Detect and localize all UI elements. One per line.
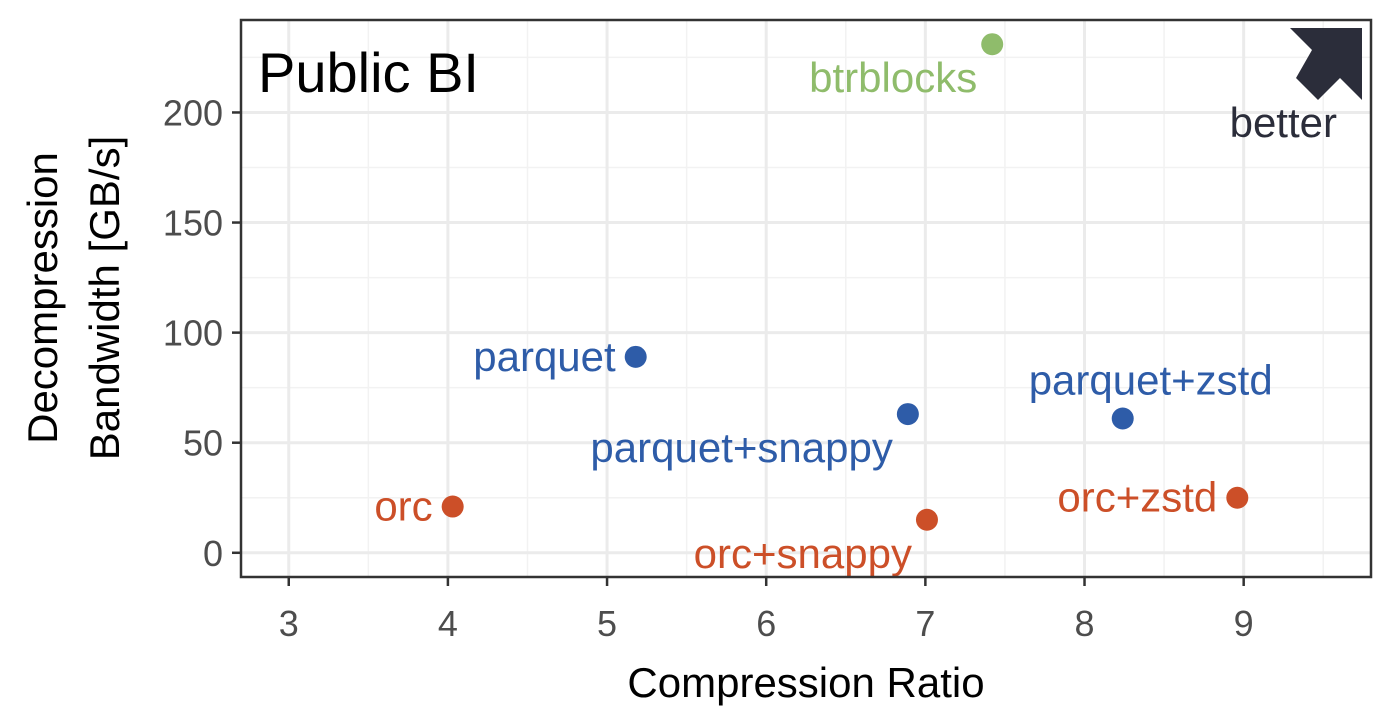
x-tick-label: 9 bbox=[1234, 603, 1254, 644]
x-tick-label: 4 bbox=[438, 603, 458, 644]
y-tick-label: 100 bbox=[163, 313, 223, 354]
y-axis-title: Decompression Bandwidth [GB/s] bbox=[19, 136, 128, 461]
label-parquet-snappy: parquet+snappy bbox=[590, 424, 892, 471]
x-tick-label: 3 bbox=[279, 603, 299, 644]
label-orc-snappy: orc+snappy bbox=[694, 530, 912, 577]
x-axis-title: Compression Ratio bbox=[627, 659, 984, 706]
y-tick-label: 50 bbox=[183, 423, 223, 464]
x-tick-label: 8 bbox=[1075, 603, 1095, 644]
label-orc-zstd: orc+zstd bbox=[1057, 474, 1217, 521]
point-orc bbox=[441, 495, 464, 518]
y-tick-label: 200 bbox=[163, 92, 223, 133]
x-tick-label: 5 bbox=[597, 603, 617, 644]
label-parquet: parquet bbox=[473, 333, 616, 380]
better-annotation: better bbox=[1230, 28, 1362, 146]
plot-panel-border bbox=[239, 18, 1373, 579]
point-parquet-zstd bbox=[1111, 407, 1134, 430]
point-orc-zstd bbox=[1226, 486, 1249, 509]
point-orc-snappy bbox=[915, 508, 938, 531]
arrow-up-right-icon bbox=[1290, 28, 1362, 100]
major-grid bbox=[241, 20, 1371, 577]
point-parquet bbox=[624, 345, 647, 368]
y-axis: 0 50 100 150 200 bbox=[163, 92, 241, 574]
y-axis-title-line-1: Decompression bbox=[19, 152, 66, 444]
x-axis: 3 4 5 6 7 8 9 bbox=[279, 577, 1254, 644]
data-points bbox=[441, 33, 1249, 531]
point-btrblocks bbox=[981, 33, 1004, 56]
y-tick-label: 150 bbox=[163, 203, 223, 244]
point-parquet-snappy bbox=[896, 403, 919, 426]
label-btrblocks: btrblocks bbox=[809, 54, 977, 101]
y-axis-title-line-2: Bandwidth [GB/s] bbox=[81, 136, 128, 461]
x-tick-label: 7 bbox=[915, 603, 935, 644]
label-orc: orc bbox=[374, 483, 432, 530]
label-parquet-zstd: parquet+zstd bbox=[1029, 356, 1273, 403]
point-labels: btrblocks parquet parquet+snappy parquet+zs… bbox=[374, 54, 1272, 577]
chart-title: Public BI bbox=[258, 41, 479, 104]
better-label: better bbox=[1230, 99, 1337, 146]
x-tick-label: 6 bbox=[756, 603, 776, 644]
y-tick-label: 0 bbox=[203, 533, 223, 574]
